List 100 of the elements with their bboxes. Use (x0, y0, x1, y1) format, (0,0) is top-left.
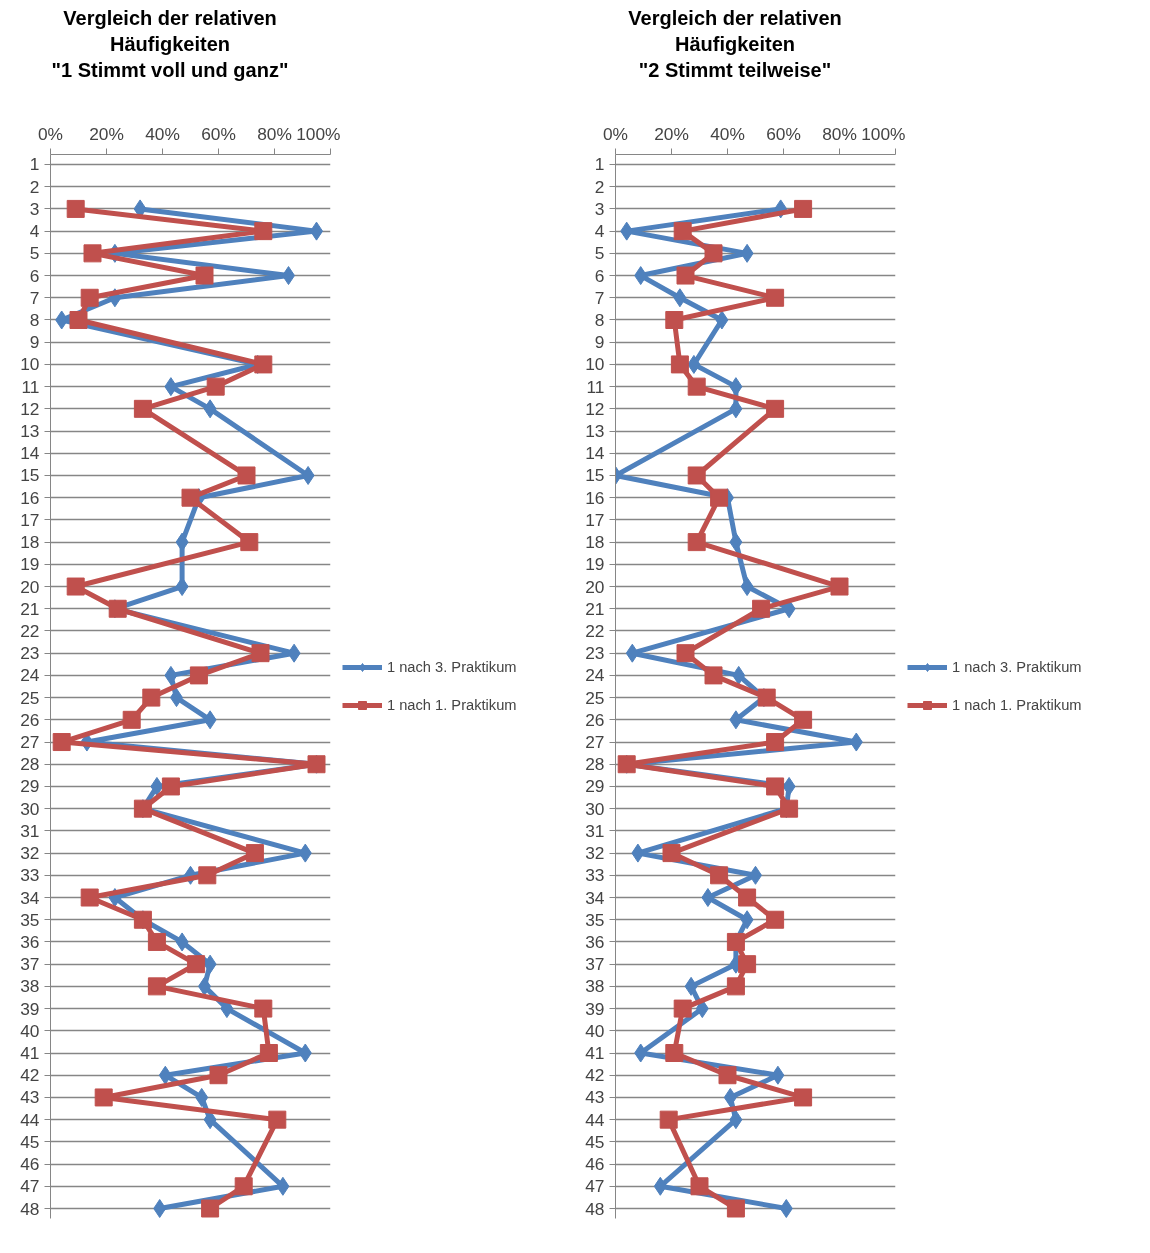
point (634, 266, 648, 286)
y-tick-label: 7 (29, 287, 40, 308)
y-tick-label: 48 (20, 1198, 40, 1219)
y-tick-label: 43 (585, 1087, 605, 1108)
y-tick-label: 9 (594, 332, 605, 353)
point (150, 776, 164, 796)
y-tick-label: 41 (585, 1043, 605, 1064)
y-tick-label: 22 (20, 620, 40, 641)
y-tick-label: 33 (20, 865, 40, 886)
y-tick-label: 7 (594, 287, 605, 308)
point (83, 244, 102, 263)
point (710, 488, 729, 507)
point (740, 910, 754, 930)
point (203, 954, 217, 974)
x-tick-label: 20% (654, 123, 689, 144)
y-tick-label: 40 (20, 1020, 40, 1041)
y-tick-label: 24 (20, 665, 40, 686)
point (122, 710, 141, 729)
y-tick-label: 14 (20, 443, 40, 464)
point (701, 888, 715, 908)
point (766, 733, 785, 752)
point (662, 844, 681, 863)
point (715, 310, 729, 330)
x-tick-label: 60% (766, 123, 801, 144)
point (164, 665, 178, 685)
y-tick-label: 18 (20, 532, 40, 553)
y-tick-label: 46 (585, 1154, 605, 1175)
point (653, 1176, 667, 1196)
point (849, 732, 863, 752)
y-tick-label: 11 (21, 376, 40, 397)
point (766, 777, 785, 796)
y-tick-label: 39 (20, 998, 40, 1019)
y-tick-label: 33 (585, 865, 605, 886)
y-tick-label: 32 (585, 843, 605, 864)
point (695, 999, 709, 1019)
x-tick-label: 0% (37, 123, 64, 144)
point (710, 866, 729, 885)
chart-title: Vergleich der relativen Häufigkeiten "1 Stimmt voll und ganz" (50, 6, 290, 83)
y-tick-label: 29 (585, 776, 605, 797)
point (254, 222, 273, 241)
y-tick-label: 31 (585, 820, 605, 841)
point (254, 355, 273, 374)
point (301, 465, 315, 485)
y-tick-label: 41 (20, 1043, 40, 1064)
legend-label: 1 nach 1. Praktikum (952, 697, 1082, 713)
x-tick-label: 100% (861, 123, 906, 144)
y-tick-label: 23 (20, 643, 40, 664)
y-tick-label: 32 (20, 843, 40, 864)
y-tick-label: 6 (594, 265, 605, 286)
y-tick-label: 8 (594, 309, 605, 330)
y-tick-label: 10 (585, 354, 605, 375)
point (203, 1110, 217, 1130)
y-tick-label: 45 (20, 1131, 40, 1152)
point (738, 955, 757, 974)
y-tick-label: 25 (20, 687, 40, 708)
point (203, 399, 217, 419)
y-tick-label: 20 (20, 576, 40, 597)
y-tick-label: 34 (585, 887, 605, 908)
y-tick-label: 47 (20, 1176, 40, 1197)
y-tick-label: 21 (585, 598, 605, 619)
point (175, 532, 189, 552)
y-tick-label: 24 (585, 665, 605, 686)
point (830, 577, 849, 596)
point (704, 244, 723, 263)
y-tick-label: 34 (20, 887, 40, 908)
x-tick-label: 80% (822, 123, 857, 144)
point (794, 1088, 813, 1107)
point (259, 1044, 278, 1063)
y-tick-label: 3 (29, 198, 40, 219)
point (684, 976, 698, 996)
point (665, 310, 684, 329)
point (80, 288, 99, 307)
legend-label: 1 nach 1. Praktikum (387, 697, 517, 713)
y-tick-label: 4 (594, 221, 605, 242)
point (175, 577, 189, 597)
y-tick-label: 28 (585, 754, 605, 775)
y-tick-label: 13 (585, 421, 605, 442)
y-tick-label: 3 (594, 198, 605, 219)
point (209, 1066, 228, 1085)
y-tick-label: 11 (586, 376, 605, 397)
point (189, 666, 208, 685)
point (726, 977, 745, 996)
chart-title: Vergleich der relativen Häufigkeiten "2 Stimmt teilweise" (627, 6, 843, 83)
y-tick-label: 44 (20, 1109, 40, 1130)
y-tick-label: 15 (20, 465, 40, 486)
point (690, 1177, 709, 1196)
point (782, 776, 796, 796)
point (718, 1066, 737, 1085)
point (687, 533, 706, 552)
y-tick-label: 38 (585, 976, 605, 997)
point (66, 199, 85, 218)
point (240, 533, 259, 552)
point (794, 710, 813, 729)
y-tick-label: 35 (585, 909, 605, 930)
y-tick-label: 6 (29, 265, 40, 286)
y-tick-label: 20 (585, 576, 605, 597)
y-tick-label: 1 (29, 154, 40, 175)
point (757, 688, 776, 707)
point (69, 310, 88, 329)
point (195, 1087, 209, 1107)
